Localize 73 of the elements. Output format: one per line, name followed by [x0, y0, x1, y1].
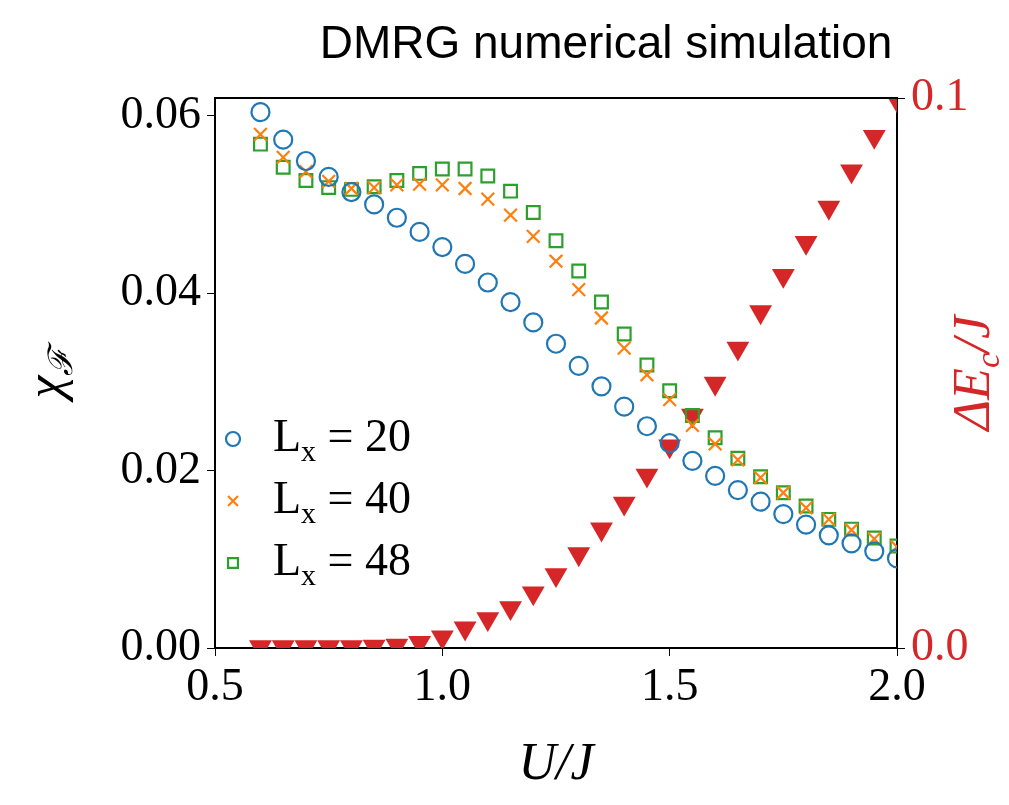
point: [616, 326, 632, 342]
point: [571, 263, 587, 279]
point: [250, 102, 271, 123]
point: [480, 168, 496, 184]
point: [841, 533, 862, 554]
point: [275, 149, 291, 165]
point: [477, 272, 498, 293]
point: [434, 177, 450, 193]
point: [707, 436, 723, 452]
point: [548, 233, 564, 249]
point: [298, 164, 314, 180]
point: [500, 291, 521, 313]
point: [432, 236, 453, 258]
point: [273, 129, 294, 150]
point: [503, 183, 518, 199]
point: [275, 159, 291, 175]
point: [568, 355, 589, 376]
point: [639, 357, 655, 373]
y-axis-title: χℱ: [15, 340, 80, 404]
point: [614, 396, 635, 417]
point: [412, 176, 428, 192]
x-tick-label: 1.5: [640, 658, 699, 710]
point: [454, 253, 476, 274]
point: [318, 166, 339, 188]
point: [253, 136, 268, 152]
point: [682, 450, 703, 471]
point: [707, 430, 723, 446]
point: [594, 294, 609, 310]
point: [545, 333, 567, 354]
point: [594, 310, 609, 326]
point: [389, 173, 405, 188]
point: [705, 465, 726, 486]
point: [409, 221, 430, 243]
point: [571, 282, 587, 298]
y-tick-label: 0.06: [120, 86, 201, 138]
point: [773, 503, 794, 525]
point: [750, 491, 771, 512]
point: [295, 150, 317, 172]
point: [298, 173, 314, 188]
point: [818, 525, 839, 546]
point: [795, 514, 817, 535]
point: [662, 392, 678, 408]
point: [548, 253, 564, 269]
point: [321, 180, 337, 196]
y2-axis-title: ΔEc/J: [942, 312, 1007, 433]
point: [389, 177, 405, 193]
point: [523, 312, 544, 333]
point: [480, 191, 496, 207]
point: [591, 376, 612, 397]
point: [636, 416, 658, 437]
point: [864, 541, 885, 562]
point: [727, 480, 748, 501]
chart-title: DMRG numerical simulation: [319, 15, 893, 68]
point: [525, 204, 541, 220]
point: [525, 228, 541, 244]
point: [616, 340, 632, 356]
x-axis-title: U/J: [518, 732, 597, 790]
point: [662, 383, 678, 399]
y-tick-label: 0.02: [120, 441, 201, 493]
y2-tick-label: 0.1: [911, 69, 969, 121]
x-tick-label: 1.0: [413, 658, 472, 710]
point: [386, 207, 407, 228]
point: [341, 181, 362, 203]
point: [434, 161, 450, 177]
point: [503, 207, 518, 223]
point: [457, 161, 473, 177]
point: [253, 126, 268, 142]
y-tick-label: 0.04: [120, 264, 201, 316]
point: [412, 165, 428, 181]
point: [457, 181, 473, 196]
point: [639, 367, 655, 383]
point: [659, 432, 680, 454]
point: [364, 194, 385, 215]
